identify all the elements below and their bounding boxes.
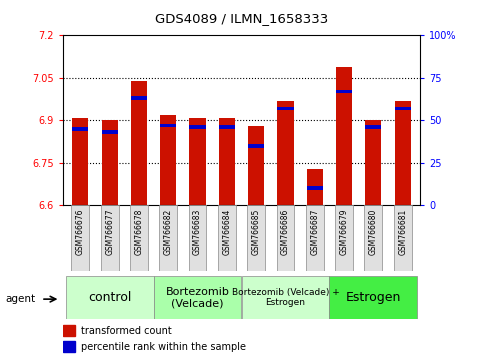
Bar xyxy=(189,205,207,271)
Bar xyxy=(159,205,177,271)
Bar xyxy=(365,120,382,205)
Bar xyxy=(248,126,264,205)
Bar xyxy=(247,205,265,271)
Text: GSM766685: GSM766685 xyxy=(252,209,261,255)
Bar xyxy=(160,124,176,127)
Bar xyxy=(131,96,147,100)
Bar xyxy=(277,107,294,110)
Text: Bortezomib
(Velcade): Bortezomib (Velcade) xyxy=(166,286,229,308)
Bar xyxy=(71,205,89,271)
Bar xyxy=(336,67,352,205)
Bar xyxy=(101,205,119,271)
Bar xyxy=(131,81,147,205)
Bar xyxy=(189,125,206,129)
Bar xyxy=(101,120,118,205)
Text: GSM766687: GSM766687 xyxy=(310,209,319,255)
Text: GSM766684: GSM766684 xyxy=(222,209,231,255)
Text: control: control xyxy=(88,291,131,304)
Bar xyxy=(307,187,323,190)
Bar xyxy=(66,276,154,319)
Text: GSM766681: GSM766681 xyxy=(398,209,407,255)
Text: agent: agent xyxy=(6,294,36,304)
Bar xyxy=(63,325,75,336)
Bar xyxy=(219,125,235,129)
Bar xyxy=(307,169,323,205)
Text: GSM766680: GSM766680 xyxy=(369,209,378,255)
Bar xyxy=(154,276,242,319)
Text: GSM766683: GSM766683 xyxy=(193,209,202,255)
Bar xyxy=(63,341,75,353)
Text: GSM766686: GSM766686 xyxy=(281,209,290,255)
Text: GSM766679: GSM766679 xyxy=(340,209,349,255)
Bar xyxy=(248,144,264,148)
Text: GSM766677: GSM766677 xyxy=(105,209,114,255)
Bar xyxy=(72,127,88,131)
Bar xyxy=(242,276,329,319)
Bar xyxy=(394,205,412,271)
Bar xyxy=(130,205,148,271)
Text: GSM766676: GSM766676 xyxy=(76,209,85,255)
Text: transformed count: transformed count xyxy=(81,326,171,336)
Bar xyxy=(365,125,382,129)
Text: GSM766678: GSM766678 xyxy=(134,209,143,255)
Text: GSM766682: GSM766682 xyxy=(164,209,173,255)
Bar xyxy=(160,115,176,205)
Bar xyxy=(276,205,294,271)
Bar xyxy=(335,205,353,271)
Text: Bortezomib (Velcade) +
Estrogen: Bortezomib (Velcade) + Estrogen xyxy=(231,288,340,307)
Bar xyxy=(218,205,236,271)
Text: GDS4089 / ILMN_1658333: GDS4089 / ILMN_1658333 xyxy=(155,12,328,25)
Text: percentile rank within the sample: percentile rank within the sample xyxy=(81,342,246,352)
Bar xyxy=(72,118,88,205)
Bar xyxy=(336,90,352,93)
Bar xyxy=(395,107,411,110)
Text: Estrogen: Estrogen xyxy=(346,291,401,304)
Bar xyxy=(329,276,417,319)
Bar xyxy=(364,205,382,271)
Bar xyxy=(277,101,294,205)
Bar xyxy=(189,118,206,205)
Bar xyxy=(395,101,411,205)
Bar xyxy=(306,205,324,271)
Bar xyxy=(219,118,235,205)
Bar xyxy=(101,130,118,134)
